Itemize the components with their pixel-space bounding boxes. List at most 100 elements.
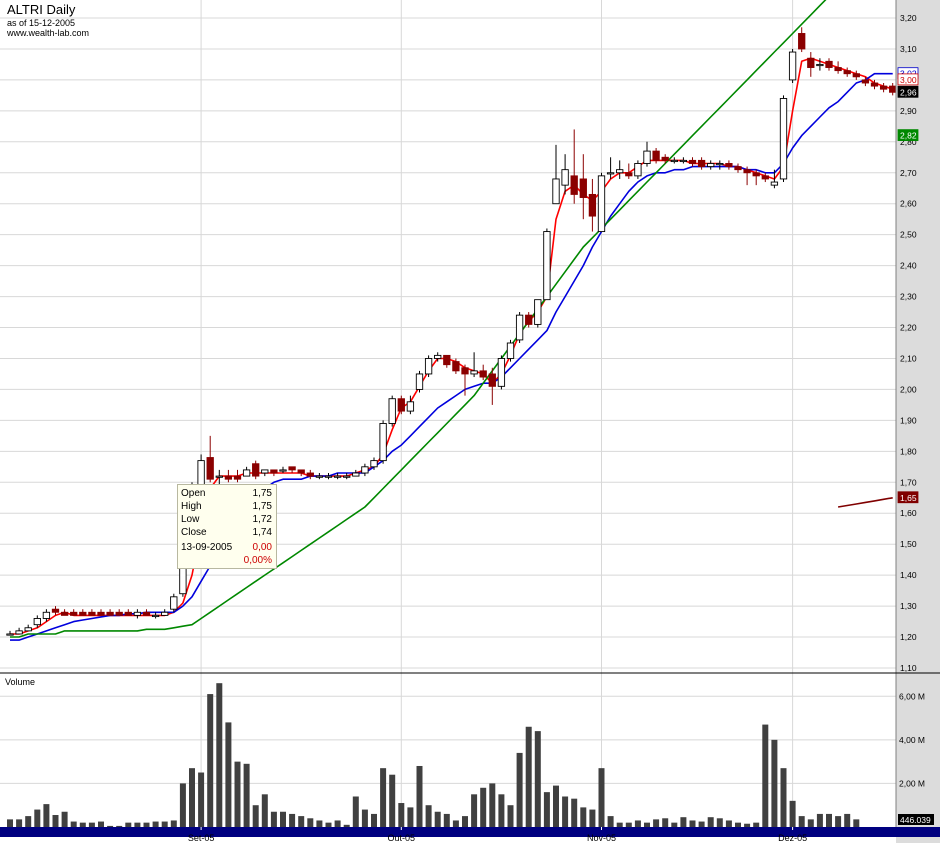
candle xyxy=(788,48,797,83)
candle xyxy=(51,606,60,616)
tooltip-open-row: Open 1,75 xyxy=(181,488,272,501)
candle-body xyxy=(233,475,242,480)
candle-body xyxy=(324,475,333,478)
candle xyxy=(70,609,78,616)
candle xyxy=(889,83,897,96)
candle xyxy=(616,160,624,179)
price-tick-label: 2,40 xyxy=(900,261,917,271)
candle-body xyxy=(124,611,132,616)
candle xyxy=(497,355,506,390)
candle-body xyxy=(6,633,14,636)
candle xyxy=(743,166,751,186)
candle xyxy=(552,144,560,205)
volume-bar xyxy=(407,807,414,827)
candle xyxy=(707,160,715,170)
last-value-box xyxy=(897,85,919,98)
last-value-box xyxy=(897,73,919,86)
candle-body xyxy=(743,169,751,174)
candle xyxy=(525,312,533,328)
candle-body xyxy=(652,150,660,161)
candle xyxy=(798,27,806,53)
candle xyxy=(133,609,142,619)
candle-body xyxy=(761,175,769,180)
candle-body xyxy=(843,70,851,75)
volume-bar xyxy=(88,822,95,827)
candle-body xyxy=(60,611,69,616)
candle xyxy=(870,79,879,90)
candle xyxy=(761,172,769,183)
candle-body xyxy=(643,150,651,164)
candle xyxy=(406,395,415,415)
volume-bar xyxy=(480,787,487,827)
volume-bar xyxy=(416,765,423,827)
tooltip-open-label: Open xyxy=(181,488,206,499)
chart-source: www.wealth-lab.com xyxy=(7,28,90,38)
candle xyxy=(652,148,660,164)
volume-bar xyxy=(698,821,705,827)
volume-bar xyxy=(16,819,23,827)
volume-bar xyxy=(334,820,341,827)
volume-bar xyxy=(234,761,241,827)
candle-body xyxy=(752,172,760,177)
candle xyxy=(625,163,633,179)
candle-body xyxy=(415,373,424,390)
candle xyxy=(15,627,23,635)
volume-bar xyxy=(507,805,514,827)
volume-bar xyxy=(243,763,250,827)
chart-title: ALTRI Daily xyxy=(7,2,76,17)
candle xyxy=(279,466,287,473)
volume-bar xyxy=(361,809,368,827)
candle-body xyxy=(452,361,460,372)
moving-average-line xyxy=(10,72,893,641)
volume-bar xyxy=(298,816,305,827)
candle xyxy=(752,169,760,186)
volume-bar xyxy=(216,683,223,827)
volume-bar xyxy=(616,822,623,827)
volume-bar xyxy=(70,821,77,827)
price-tick-label: 1,60 xyxy=(900,508,917,518)
volume-bar xyxy=(434,811,441,827)
candle-body xyxy=(515,314,524,341)
volume-bar xyxy=(398,803,405,827)
candle-body xyxy=(215,475,223,478)
date-tick-label: Set-05 xyxy=(188,833,215,843)
volume-bar xyxy=(52,815,59,827)
volume-bar xyxy=(780,768,787,827)
candle xyxy=(452,358,460,374)
candle xyxy=(843,67,851,77)
volume-bar xyxy=(489,783,496,827)
candle-body xyxy=(670,159,678,163)
candle xyxy=(725,160,733,170)
volume-bar xyxy=(771,739,778,827)
volume-bar xyxy=(125,822,132,827)
last-value-box xyxy=(897,491,919,504)
candle-body xyxy=(588,193,597,217)
candle-body xyxy=(261,469,269,474)
price-tick-label: 2,10 xyxy=(900,353,917,363)
volume-bar xyxy=(725,820,732,827)
volume-bar xyxy=(34,809,41,827)
tooltip-close-label: Close xyxy=(181,527,207,538)
moving-average-line xyxy=(10,57,893,635)
candle xyxy=(461,364,469,396)
candle xyxy=(151,612,160,619)
candle xyxy=(534,299,542,328)
candle-body xyxy=(534,299,542,325)
candle-body xyxy=(807,57,815,68)
chart-as-of: as of 15-12-2005 xyxy=(7,18,76,28)
volume-bar xyxy=(179,783,186,827)
candle-body xyxy=(688,159,697,164)
candle-body xyxy=(343,475,351,478)
tooltip-high-value: 1,75 xyxy=(252,501,272,512)
volume-tick-label: 2,00 M xyxy=(899,778,925,788)
candle xyxy=(352,469,360,477)
volume-bar xyxy=(270,811,277,827)
volume-bar xyxy=(134,822,141,827)
grid xyxy=(0,0,896,827)
candle xyxy=(261,469,269,477)
tooltip-close-value: 1,74 xyxy=(252,527,272,538)
candle-body xyxy=(288,466,296,471)
volume-bar xyxy=(343,824,350,827)
volume-bar xyxy=(25,816,32,827)
candle xyxy=(779,95,788,183)
